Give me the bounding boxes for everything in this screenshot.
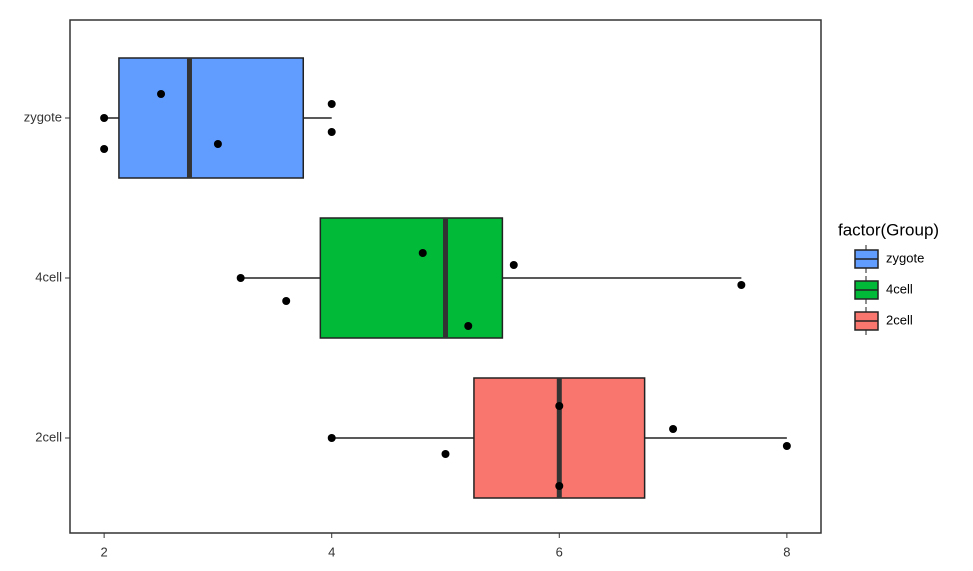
box <box>118 57 305 179</box>
point <box>327 128 336 136</box>
y-tick-label: 2cell <box>35 429 62 444</box>
point <box>327 100 336 108</box>
point <box>100 145 109 153</box>
point <box>236 274 245 282</box>
point <box>100 114 109 122</box>
x-tick-label: 6 <box>556 544 563 559</box>
point <box>669 425 678 433</box>
legend-title: factor(Group) <box>838 220 939 239</box>
point <box>509 261 518 269</box>
point <box>555 402 564 410</box>
point <box>737 281 746 289</box>
point <box>327 434 336 442</box>
point <box>213 140 222 148</box>
plot-border <box>69 19 822 534</box>
point <box>555 482 564 490</box>
box <box>319 217 504 339</box>
point <box>464 322 473 330</box>
point <box>418 249 427 257</box>
x-tick-label: 2 <box>101 544 108 559</box>
point <box>782 442 791 450</box>
point <box>157 90 166 98</box>
x-tick-label: 4 <box>328 544 335 559</box>
legend-label: 4cell <box>886 281 913 296</box>
point <box>441 450 450 458</box>
y-tick-label: zygote <box>24 109 62 124</box>
y-tick-label: 4cell <box>35 269 62 284</box>
x-tick-label: 8 <box>783 544 790 559</box>
legend-label: 2cell <box>886 312 913 327</box>
point <box>282 297 291 305</box>
legend-label: zygote <box>886 250 924 265</box>
